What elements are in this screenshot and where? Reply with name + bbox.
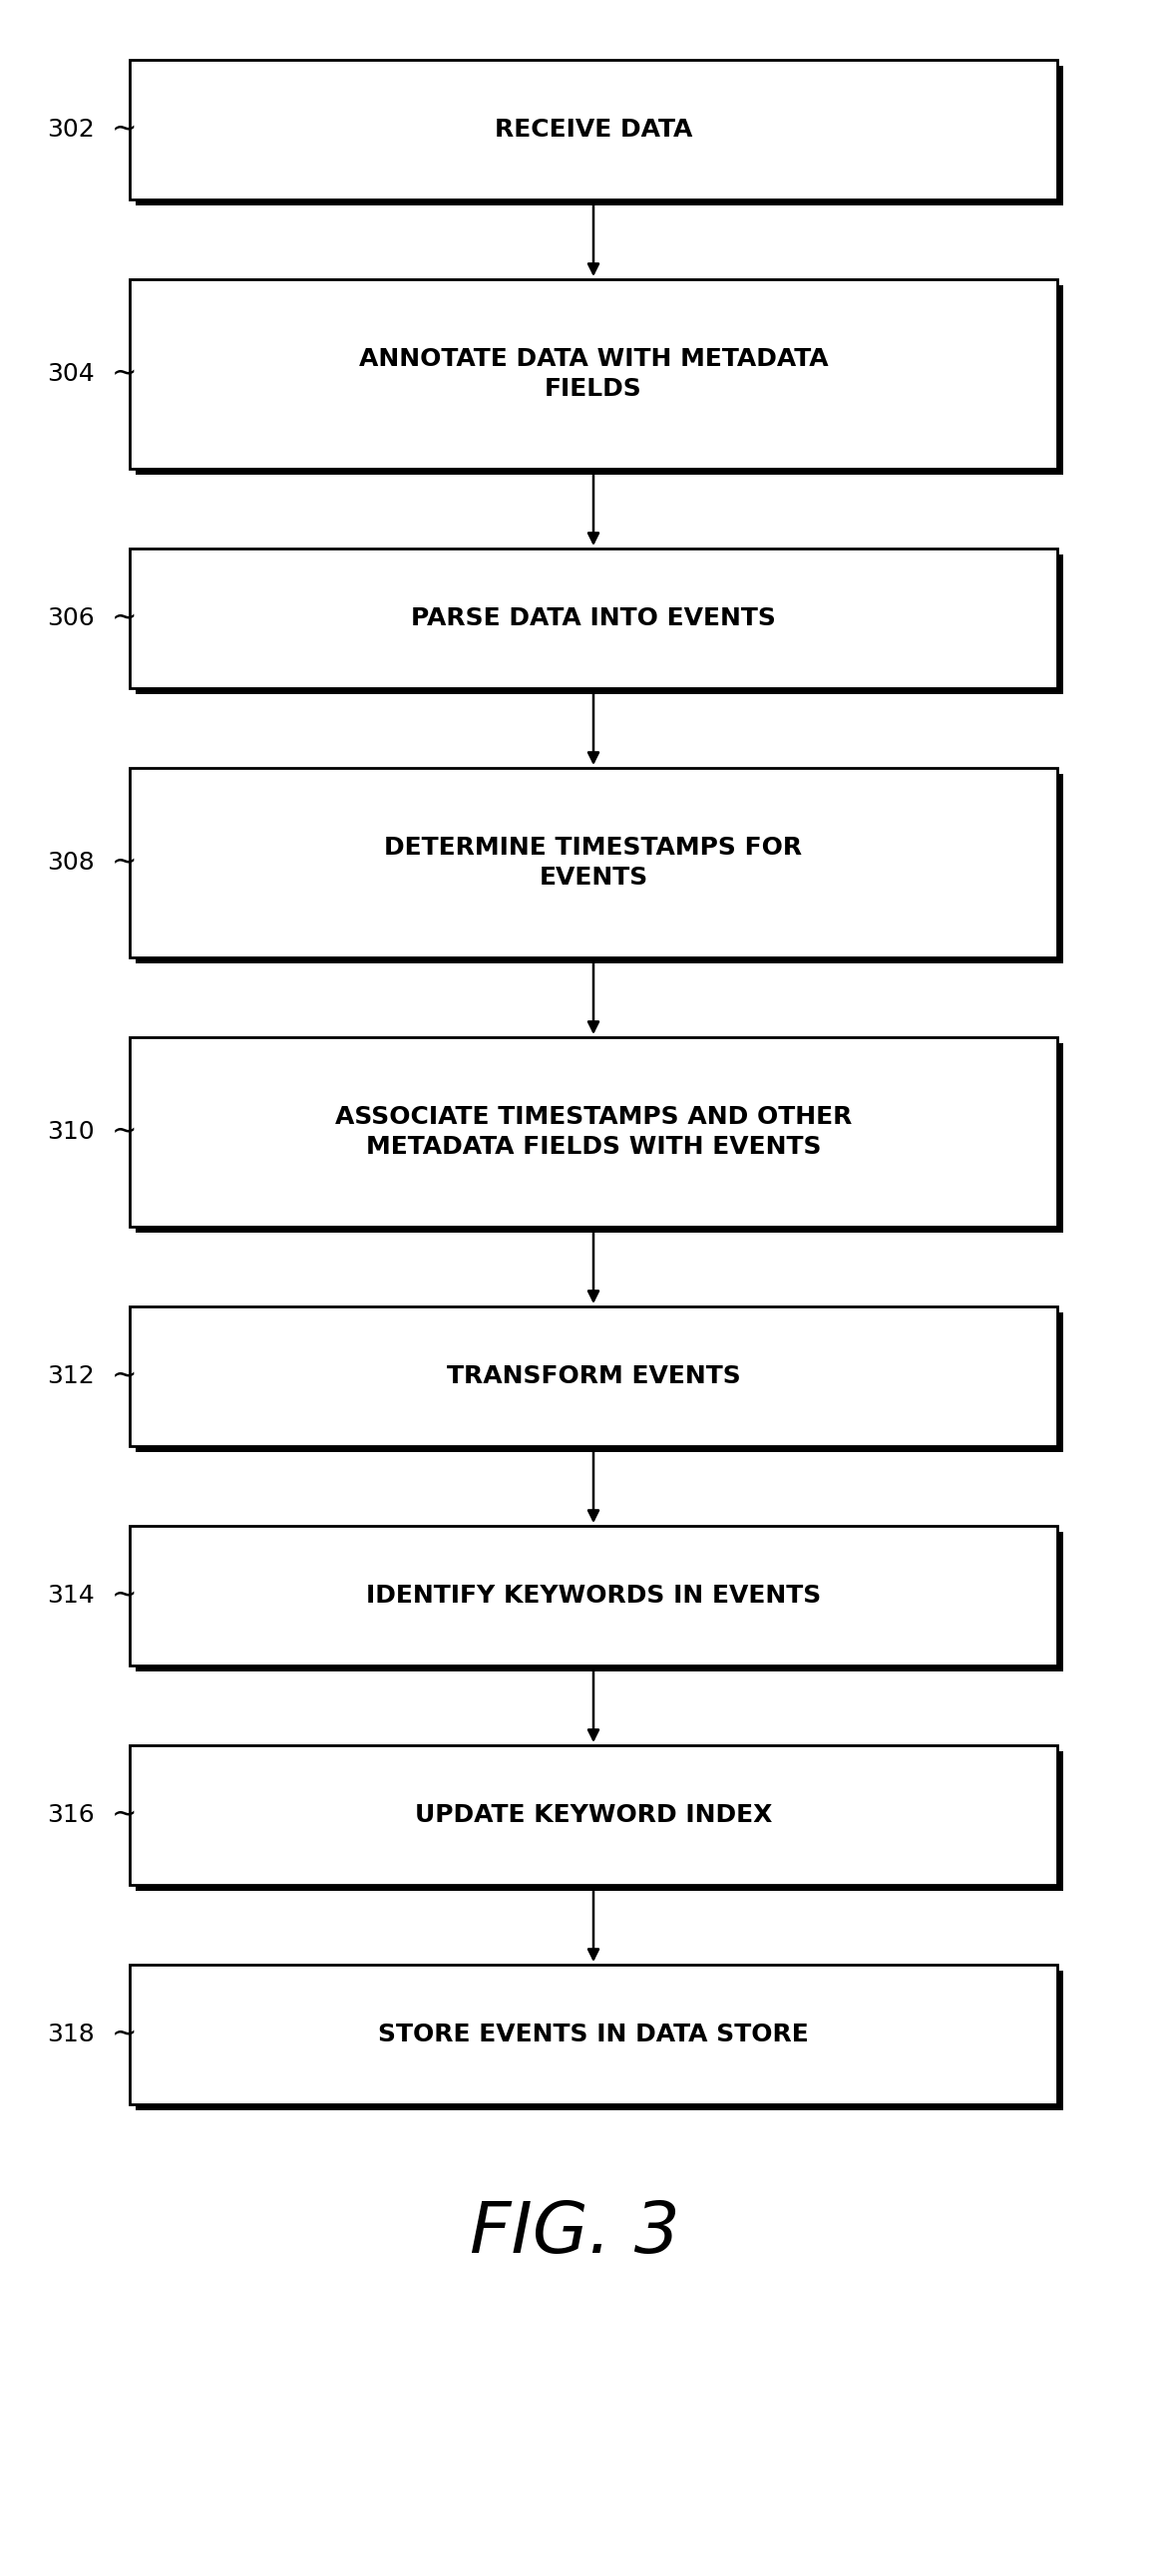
Bar [130, 1038, 1057, 1226]
Bar [136, 1311, 1064, 1453]
Bar [136, 554, 1064, 693]
Text: IDENTIFY KEYWORDS IN EVENTS: IDENTIFY KEYWORDS IN EVENTS [366, 1584, 821, 1607]
Text: 310: 310 [47, 1121, 94, 1144]
Bar [130, 59, 1057, 198]
Text: ANNOTATE DATA WITH METADATA
FIELDS: ANNOTATE DATA WITH METADATA FIELDS [359, 348, 828, 402]
Bar [130, 1965, 1057, 2105]
Bar [136, 286, 1064, 474]
Text: 316: 316 [47, 1803, 94, 1826]
Text: ∼: ∼ [112, 361, 137, 389]
Text: 304: 304 [47, 363, 94, 386]
Bar [130, 1306, 1057, 1445]
Bar [136, 1533, 1064, 1672]
Bar [130, 278, 1057, 469]
Text: ∼: ∼ [112, 1118, 137, 1146]
Text: ASSOCIATE TIMESTAMPS AND OTHER
METADATA FIELDS WITH EVENTS: ASSOCIATE TIMESTAMPS AND OTHER METADATA … [335, 1105, 852, 1159]
Text: 312: 312 [47, 1365, 94, 1388]
Text: 302: 302 [47, 118, 94, 142]
Text: DETERMINE TIMESTAMPS FOR
EVENTS: DETERMINE TIMESTAMPS FOR EVENTS [384, 835, 803, 889]
Bar [136, 773, 1064, 963]
Bar [130, 1525, 1057, 1667]
Bar [136, 67, 1064, 206]
Text: TRANSFORM EVENTS: TRANSFORM EVENTS [446, 1365, 741, 1388]
Text: ∼: ∼ [112, 848, 137, 876]
Text: 318: 318 [47, 2022, 94, 2045]
Text: ∼: ∼ [112, 1582, 137, 1610]
Text: ∼: ∼ [112, 1801, 137, 1829]
Text: RECEIVE DATA: RECEIVE DATA [495, 118, 692, 142]
Text: ∼: ∼ [112, 1363, 137, 1391]
Text: ∼: ∼ [112, 116, 137, 144]
Text: PARSE DATA INTO EVENTS: PARSE DATA INTO EVENTS [411, 605, 776, 631]
Text: 306: 306 [47, 605, 94, 631]
Bar [136, 1971, 1064, 2110]
Bar [136, 1043, 1064, 1234]
Text: STORE EVENTS IN DATA STORE: STORE EVENTS IN DATA STORE [378, 2022, 808, 2045]
Text: ∼: ∼ [112, 2020, 137, 2048]
Text: 308: 308 [47, 850, 94, 876]
Bar [130, 768, 1057, 958]
Bar [136, 1752, 1064, 1891]
Text: UPDATE KEYWORD INDEX: UPDATE KEYWORD INDEX [415, 1803, 772, 1826]
Bar [130, 549, 1057, 688]
Text: 314: 314 [47, 1584, 94, 1607]
Text: ∼: ∼ [112, 603, 137, 634]
Bar [130, 1747, 1057, 1886]
Text: FIG. 3: FIG. 3 [470, 2200, 680, 2269]
